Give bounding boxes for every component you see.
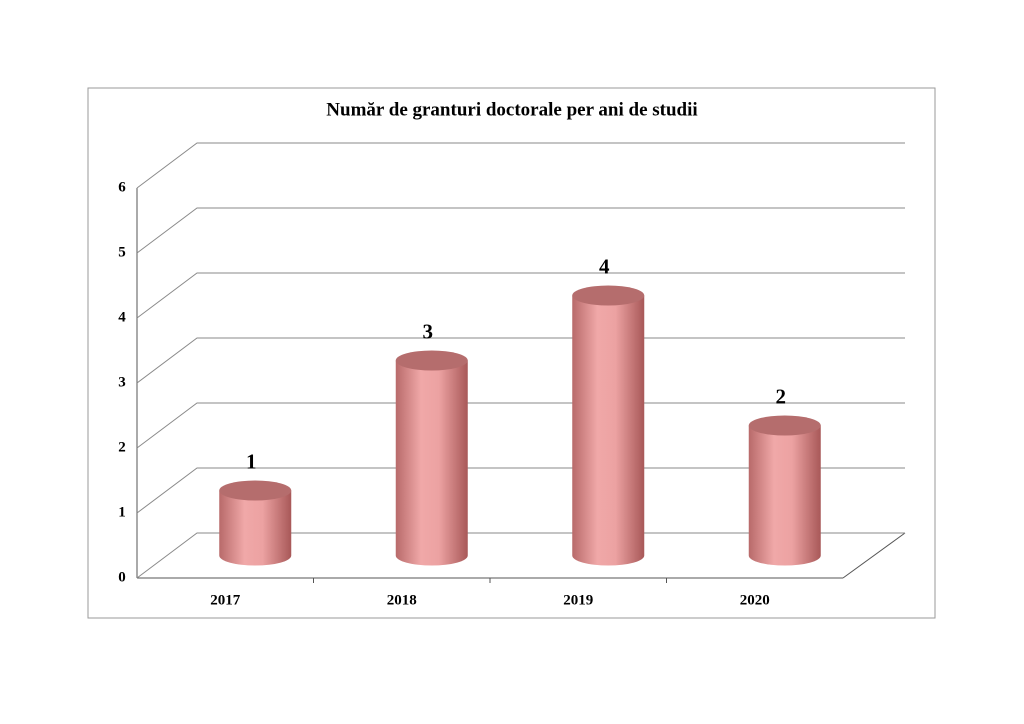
- value-label: 4: [599, 254, 610, 278]
- floor-side: [842, 532, 906, 579]
- bar-top: [572, 285, 645, 306]
- grid-line: [136, 402, 905, 449]
- x-tick-label: 2018: [387, 592, 417, 608]
- y-tick-label: 2: [118, 439, 126, 455]
- bar-top: [219, 480, 292, 501]
- grid-line: [136, 207, 905, 254]
- grid-line: [136, 142, 905, 189]
- y-tick-label: 6: [118, 179, 126, 195]
- bar: [572, 295, 645, 566]
- grid-line: [136, 467, 905, 514]
- y-tick-label: 1: [118, 504, 126, 520]
- bar-top: [748, 415, 821, 436]
- y-tick-label: 3: [118, 374, 126, 390]
- value-label: 3: [423, 319, 434, 343]
- bar-top: [395, 350, 468, 371]
- grid-line: [136, 337, 905, 384]
- x-tick-label: 2020: [740, 592, 770, 608]
- bar: [395, 360, 468, 566]
- value-label: 2: [776, 384, 787, 408]
- grid-line: [136, 532, 905, 579]
- x-tick-label: 2017: [210, 592, 241, 608]
- value-label: 1: [246, 449, 257, 473]
- chart-title: Număr de granturi doctorale per ani de s…: [326, 99, 697, 120]
- bar: [748, 425, 821, 566]
- x-tick-label: 2019: [563, 592, 593, 608]
- y-tick-label: 4: [118, 309, 126, 325]
- y-tick-label: 0: [118, 569, 126, 585]
- grid-line: [136, 272, 905, 319]
- y-tick-label: 5: [118, 244, 126, 260]
- bar: [219, 490, 292, 566]
